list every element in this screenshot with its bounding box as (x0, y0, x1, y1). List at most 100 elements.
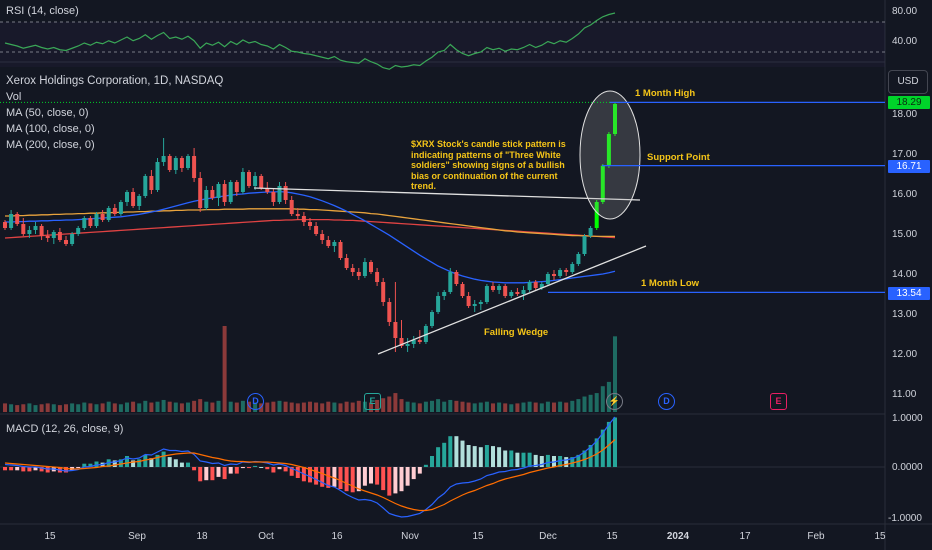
volume-bar (222, 326, 227, 412)
candle-body (143, 176, 148, 196)
candle-body (118, 202, 123, 214)
x-tick: 17 (739, 531, 751, 542)
macd-histogram-bar (460, 440, 465, 467)
macd-histogram-bar (362, 467, 367, 486)
candle-body (137, 196, 142, 206)
volume-bar (277, 400, 282, 412)
rsi-tick: 40.00 (892, 36, 918, 47)
volume-bar (15, 405, 20, 412)
candle-body (545, 274, 550, 284)
candle-body (314, 226, 319, 234)
candle-body (301, 216, 306, 222)
chart-title[interactable]: Xerox Holdings Corporation, 1D, NASDAQ (6, 75, 224, 87)
macd-histogram-bar (234, 467, 239, 474)
macd-histogram-bar (472, 446, 477, 467)
candle-body (588, 228, 593, 236)
x-tick: Sep (128, 531, 146, 542)
macd-histogram-bar (295, 467, 300, 478)
ma50-label[interactable]: MA (50, close, 0) (6, 107, 89, 119)
volume-bar (314, 402, 319, 412)
macd-histogram-bar (143, 454, 148, 467)
candle-body (533, 282, 538, 288)
macd-histogram-bar (314, 467, 319, 485)
macd-histogram-bar (118, 459, 123, 467)
volume-bar (613, 336, 617, 412)
macd-histogram-bar (509, 450, 514, 467)
ma100-label[interactable]: MA (100, close, 0) (6, 123, 95, 135)
volume-bar (289, 402, 294, 412)
candle-body (198, 178, 203, 208)
volume-bar (375, 399, 380, 412)
candle-body (466, 296, 471, 306)
support-point-label: Support Point (647, 152, 710, 163)
candle-body (308, 222, 312, 226)
x-tick: 15 (44, 531, 56, 542)
volume-bar (265, 402, 270, 412)
volume-bar (51, 404, 56, 412)
candle-body (271, 192, 276, 202)
candle-body (497, 286, 502, 290)
candle-body (491, 286, 495, 290)
candle-body (76, 228, 81, 234)
candle-body (192, 156, 197, 178)
earnings-marker-future[interactable]: E (770, 393, 787, 410)
candle-body (411, 340, 416, 344)
volume-bar (503, 403, 508, 412)
ma200-label[interactable]: MA (200, close, 0) (6, 139, 95, 151)
candle-body (265, 188, 270, 192)
macd-histogram-bar (222, 467, 227, 480)
candle-body (277, 186, 282, 202)
volume-bar (143, 400, 148, 412)
volume-bar (216, 400, 221, 412)
volume-bar (240, 400, 245, 412)
candle-body (289, 200, 294, 214)
macd-histogram-bar (82, 463, 87, 467)
candle-body (228, 182, 233, 202)
dividend-marker-future[interactable]: D (658, 393, 675, 410)
earnings-marker[interactable]: E (364, 393, 381, 410)
candle-body (21, 224, 26, 234)
volume-bar (179, 403, 184, 412)
candle-body (570, 264, 575, 272)
split-icon[interactable]: ⚡ (606, 393, 623, 410)
volume-bar (112, 403, 117, 412)
candle-body (179, 158, 184, 168)
candle-body (430, 312, 434, 326)
volume-bar (588, 394, 593, 412)
candle-body (350, 268, 355, 272)
volume-bar (198, 399, 203, 412)
macd-histogram-bar (88, 463, 93, 467)
macd-histogram-bar (484, 445, 489, 467)
volume-bar (356, 400, 361, 412)
price-tick: 15.00 (892, 229, 918, 240)
rsi-label[interactable]: RSI (14, close) (6, 5, 79, 17)
candle-body (45, 236, 50, 238)
volume-bar (491, 403, 495, 412)
macd-tick: 1.0000 (892, 413, 923, 424)
volume-bar (228, 401, 233, 412)
candle-body (204, 190, 209, 208)
macd-histogram-bar (131, 460, 136, 467)
price-tick: 18.00 (892, 109, 918, 120)
candle-body (436, 296, 441, 312)
currency-button[interactable]: USD (888, 70, 928, 94)
dividend-marker[interactable]: D (247, 393, 264, 410)
macd-histogram-bar (283, 467, 288, 472)
candle-body (460, 284, 465, 296)
candle-body (552, 274, 556, 276)
candle-body (503, 286, 508, 296)
macd-histogram-bar (186, 462, 190, 467)
volume-bar (332, 402, 337, 412)
macd-histogram-bar (588, 445, 593, 467)
macd-signal-line (4, 439, 616, 512)
volume-bar (295, 403, 300, 412)
candle-body (131, 192, 136, 206)
macd-label[interactable]: MACD (12, 26, close, 9) (6, 423, 124, 435)
macd-histogram-bar (265, 467, 270, 470)
x-tick: 2024 (666, 531, 690, 542)
macd-histogram-bar (594, 438, 599, 467)
vol-label[interactable]: Vol (6, 91, 22, 103)
macd-histogram-bar (216, 467, 221, 477)
macd-histogram-bar (381, 467, 386, 491)
